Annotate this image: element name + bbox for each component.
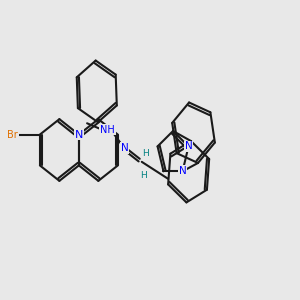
Text: N: N (121, 143, 128, 153)
Text: NH: NH (100, 125, 115, 135)
Text: N: N (184, 141, 192, 152)
Text: N: N (75, 130, 83, 140)
Text: H: H (140, 172, 147, 181)
Text: Br: Br (7, 130, 18, 140)
Text: H: H (142, 149, 149, 158)
Text: N: N (179, 166, 187, 176)
